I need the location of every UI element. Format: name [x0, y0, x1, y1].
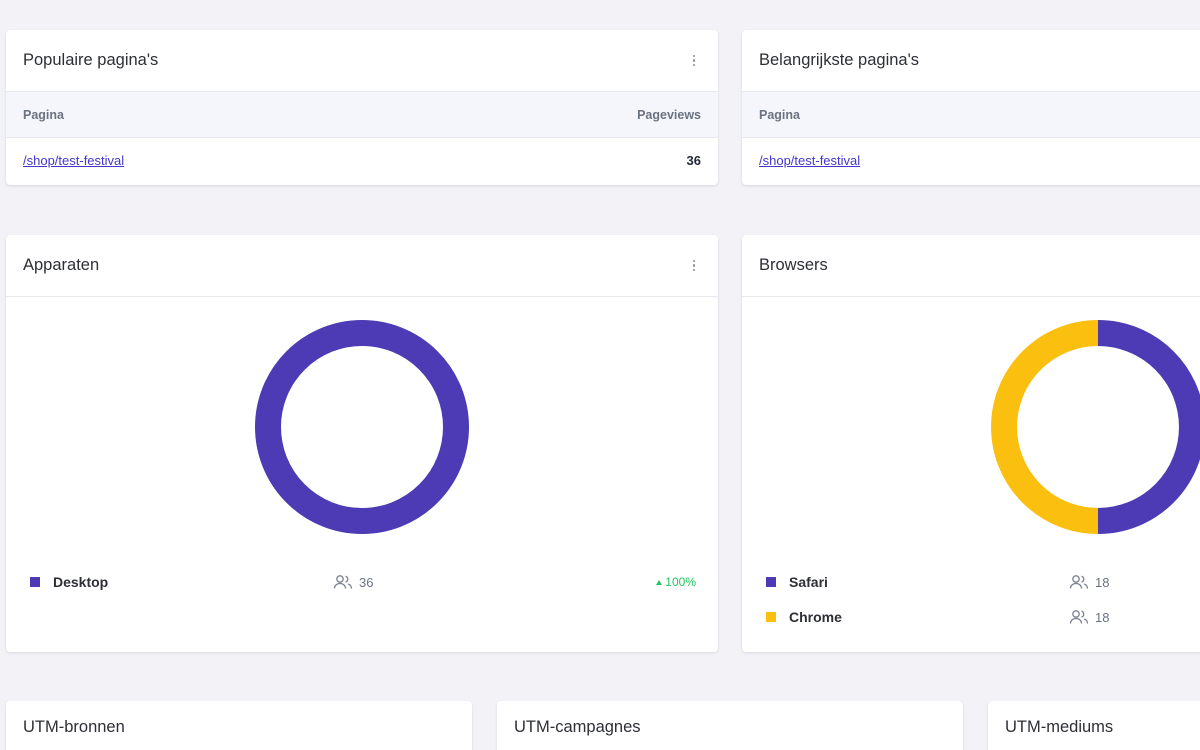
legend-count: 36 [333, 574, 373, 590]
utm-sources-card: UTM-bronnen [6, 701, 472, 750]
legend-swatch [766, 577, 776, 587]
top-pages-table-header: Pagina [742, 92, 1200, 138]
legend-label: Safari [789, 574, 828, 590]
legend-count-value: 18 [1095, 574, 1110, 590]
utm-mediums-title: UTM-mediums [1005, 717, 1114, 736]
legend-count-value: 36 [359, 574, 374, 590]
more-vertical-icon[interactable] [687, 54, 701, 68]
page-link[interactable]: /shop/test-festival [759, 153, 861, 168]
table-row: /shop/test-festival [742, 138, 1200, 183]
legend-percent: 100% [656, 575, 696, 589]
legend-label: Desktop [53, 574, 109, 590]
table-row: /shop/test-festival 36 [6, 138, 718, 183]
legend-label: Chrome [789, 609, 842, 625]
legend-swatch [30, 577, 40, 587]
utm-mediums-card: UTM-mediums [988, 701, 1200, 750]
users-icon [1069, 610, 1089, 624]
popular-pages-header: Populaire pagina's [6, 30, 718, 92]
column-header-page: Pagina [23, 107, 64, 122]
column-header-pageviews: Pageviews [637, 107, 701, 122]
devices-card: Apparaten Desktop 36 100% [6, 235, 718, 652]
browsers-slice-safari[interactable] [1097, 320, 1200, 534]
popular-pages-title: Populaire pagina's [23, 51, 159, 69]
legend-count: 18 [1069, 574, 1109, 590]
top-pages-card: Belangrijkste pagina's Pagina /shop/test… [742, 30, 1200, 185]
top-pages-header: Belangrijkste pagina's [742, 30, 1200, 92]
utm-mediums-header: UTM-mediums [988, 701, 1200, 750]
utm-campaigns-card: UTM-campagnes [497, 701, 963, 750]
popular-pages-table-header: Pagina Pageviews [6, 92, 718, 138]
popular-pages-card: Populaire pagina's Pagina Pageviews /sho… [6, 30, 718, 185]
users-icon [333, 575, 353, 589]
devices-donut-chart [255, 320, 469, 534]
utm-sources-title: UTM-bronnen [23, 717, 125, 736]
utm-campaigns-title: UTM-campagnes [514, 717, 641, 736]
arrow-up-icon [656, 579, 663, 585]
utm-sources-header: UTM-bronnen [6, 701, 472, 750]
legend-item-safari: Safari 18 [766, 572, 1190, 592]
browsers-title: Browsers [759, 256, 828, 274]
page-link[interactable]: /shop/test-festival [23, 153, 125, 168]
legend-swatch [766, 612, 776, 622]
browsers-header: Browsers [742, 235, 1200, 297]
devices-slice-desktop[interactable] [255, 320, 469, 534]
browsers-card: Browsers Safari 18 Chrome 18 [742, 235, 1200, 652]
legend-count: 18 [1069, 609, 1109, 625]
devices-header: Apparaten [6, 235, 718, 297]
users-icon [1069, 575, 1089, 589]
legend-item-chrome: Chrome 18 [766, 607, 1190, 627]
top-pages-title: Belangrijkste pagina's [759, 51, 919, 69]
more-vertical-icon[interactable] [687, 259, 701, 273]
legend-percent-value: 100% [665, 575, 696, 589]
utm-campaigns-header: UTM-campagnes [497, 701, 963, 750]
column-header-page: Pagina [759, 107, 800, 122]
pageviews-value: 36 [686, 153, 701, 168]
browsers-slice-chrome[interactable] [991, 320, 1099, 534]
browsers-donut-chart [991, 320, 1200, 534]
devices-title: Apparaten [23, 256, 100, 274]
legend-count-value: 18 [1095, 609, 1110, 625]
legend-item-desktop: Desktop 36 100% [30, 572, 696, 592]
